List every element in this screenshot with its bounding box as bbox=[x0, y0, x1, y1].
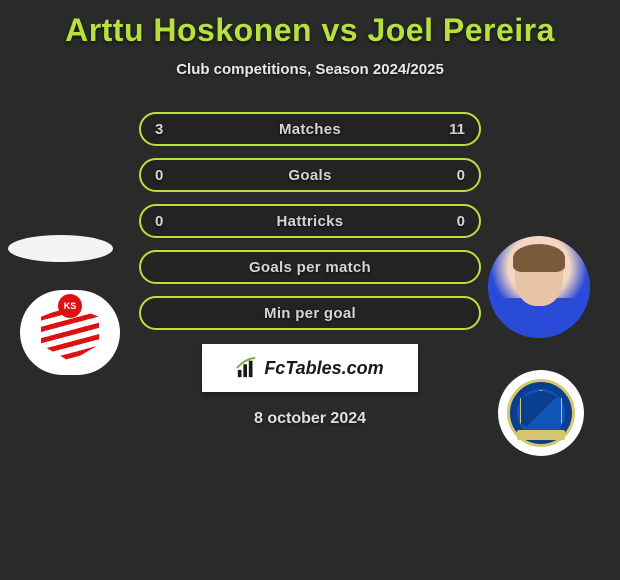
page-title: Arttu Hoskonen vs Joel Pereira bbox=[0, 0, 620, 49]
stat-label: Min per goal bbox=[264, 305, 356, 322]
cracovia-crest-icon: KS bbox=[35, 298, 105, 368]
stat-right-value: 11 bbox=[449, 121, 465, 138]
bar-chart-icon bbox=[236, 357, 258, 379]
stat-right-value: 0 bbox=[457, 213, 465, 230]
player-left-avatar bbox=[8, 235, 113, 262]
crest-ks-badge: KS bbox=[58, 294, 82, 318]
club-right-crest bbox=[498, 370, 584, 456]
stats-area: KS 3 Matches 11 0 Goals 0 0 Hatt bbox=[0, 112, 620, 330]
stat-bar: 0 Goals 0 bbox=[139, 158, 481, 192]
stat-left-value: 0 bbox=[155, 167, 163, 184]
lech-poznan-crest-icon bbox=[507, 379, 575, 447]
club-left-crest: KS bbox=[20, 290, 120, 375]
stat-left-value: 0 bbox=[155, 213, 163, 230]
stat-row-goals: 0 Goals 0 bbox=[0, 158, 620, 192]
stat-label: Hattricks bbox=[277, 213, 344, 230]
stat-label: Goals bbox=[288, 167, 331, 184]
stat-bar: Min per goal bbox=[139, 296, 481, 330]
stat-bar: 3 Matches 11 bbox=[139, 112, 481, 146]
stat-row-hattricks: 0 Hattricks 0 bbox=[0, 204, 620, 238]
fctables-logo[interactable]: FcTables.com bbox=[202, 344, 418, 392]
stat-bar: Goals per match bbox=[139, 250, 481, 284]
stat-right-value: 0 bbox=[457, 167, 465, 184]
fctables-logo-text: FcTables.com bbox=[264, 358, 383, 379]
stat-label: Goals per match bbox=[249, 259, 371, 276]
stat-row-matches: 3 Matches 11 bbox=[0, 112, 620, 146]
stat-left-value: 3 bbox=[155, 121, 163, 138]
subtitle: Club competitions, Season 2024/2025 bbox=[0, 61, 620, 78]
player-right-face-icon bbox=[488, 236, 590, 338]
stat-bar: 0 Hattricks 0 bbox=[139, 204, 481, 238]
player-right-avatar bbox=[488, 236, 590, 338]
stat-label: Matches bbox=[279, 121, 341, 138]
